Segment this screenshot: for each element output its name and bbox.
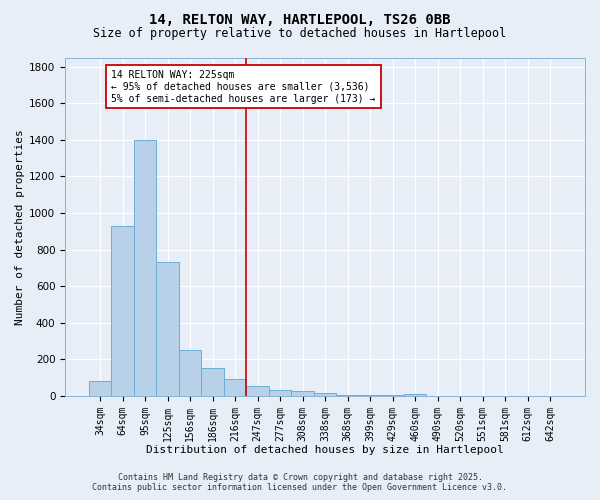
Text: 14, RELTON WAY, HARTLEPOOL, TS26 0BB: 14, RELTON WAY, HARTLEPOOL, TS26 0BB — [149, 12, 451, 26]
Bar — [337, 395, 359, 396]
Bar — [111, 226, 134, 396]
Text: Contains HM Land Registry data © Crown copyright and database right 2025.
Contai: Contains HM Land Registry data © Crown c… — [92, 473, 508, 492]
Bar — [292, 392, 314, 396]
Y-axis label: Number of detached properties: Number of detached properties — [15, 129, 25, 324]
Bar — [156, 262, 179, 396]
Text: Size of property relative to detached houses in Hartlepool: Size of property relative to detached ho… — [94, 28, 506, 40]
Bar — [89, 381, 111, 396]
Bar — [269, 390, 292, 396]
Bar — [224, 380, 247, 396]
Bar — [382, 395, 404, 396]
Text: 14 RELTON WAY: 225sqm
← 95% of detached houses are smaller (3,536)
5% of semi-de: 14 RELTON WAY: 225sqm ← 95% of detached … — [111, 70, 376, 104]
Bar — [247, 386, 269, 396]
Bar — [404, 394, 427, 396]
Bar — [179, 350, 201, 396]
X-axis label: Distribution of detached houses by size in Hartlepool: Distribution of detached houses by size … — [146, 445, 504, 455]
Bar — [201, 368, 224, 396]
Bar — [134, 140, 156, 396]
Bar — [359, 395, 382, 396]
Bar — [314, 393, 337, 396]
